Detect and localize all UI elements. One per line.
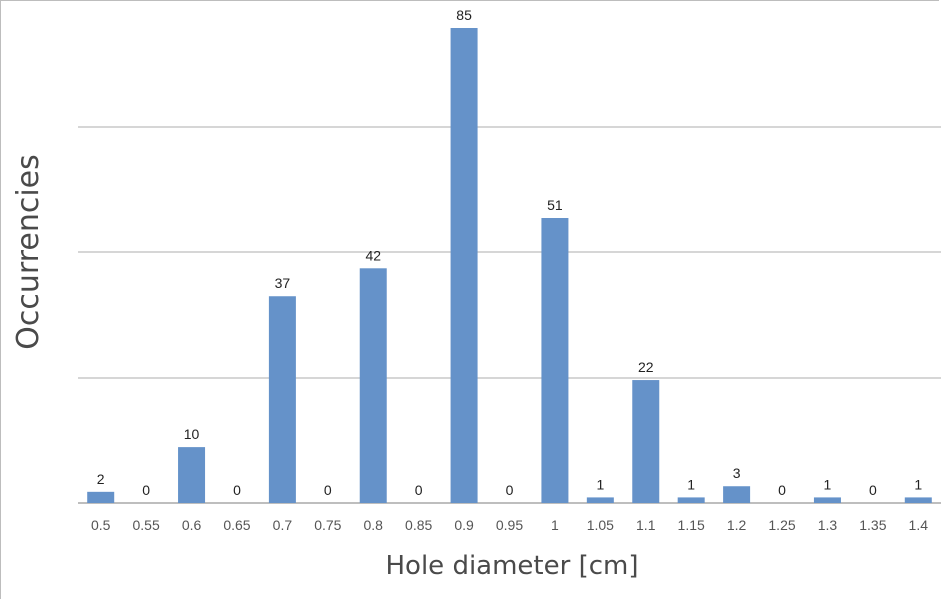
data-label: 0 <box>324 482 332 498</box>
x-axis-label: Hole diameter [cm] <box>386 551 639 581</box>
data-label: 0 <box>869 482 877 498</box>
data-label: 51 <box>547 197 563 213</box>
data-label: 42 <box>365 247 381 263</box>
data-label: 0 <box>778 482 786 498</box>
x-tick-label: 0.65 <box>223 517 250 533</box>
data-label: 1 <box>687 476 695 492</box>
x-tick-label: 0.75 <box>314 517 341 533</box>
bar <box>586 497 614 503</box>
x-tick-label: 0.8 <box>364 517 384 533</box>
x-tick-label: 0.85 <box>405 517 432 533</box>
y-axis-label: Occurrencies <box>11 154 46 349</box>
data-label: 85 <box>456 7 472 23</box>
data-label: 37 <box>275 275 291 291</box>
data-label: 1 <box>596 476 604 492</box>
x-tick-label: 0.7 <box>273 517 293 533</box>
x-tick-label: 1.25 <box>768 517 795 533</box>
bar <box>268 296 296 503</box>
x-tick-label: 0.95 <box>496 517 523 533</box>
x-tick-label: 0.9 <box>454 517 474 533</box>
bar <box>359 268 387 503</box>
bar <box>450 28 478 503</box>
x-tick-label: 1 <box>551 517 559 533</box>
bar <box>178 447 206 503</box>
bar <box>541 218 569 503</box>
data-label: 0 <box>506 482 514 498</box>
x-tick-label: 1.3 <box>818 517 838 533</box>
data-label: 3 <box>733 465 741 481</box>
x-tick-label: 1.4 <box>909 517 929 533</box>
gridlines <box>78 126 941 504</box>
bar <box>904 497 932 503</box>
x-tick-label: 1.05 <box>587 517 614 533</box>
x-tick-labels: 0.5 0.55 0.6 0.65 0.7 0.75 0.8 0.85 0.9 0.95 1 1.05… <box>91 517 928 533</box>
bar <box>813 497 841 503</box>
data-label: 1 <box>824 476 832 492</box>
bar <box>632 380 660 503</box>
x-tick-label: 0.6 <box>182 517 202 533</box>
data-label: 0 <box>415 482 423 498</box>
bar <box>677 497 705 503</box>
x-tick-label: 1.35 <box>859 517 886 533</box>
x-tick-label: 0.55 <box>133 517 160 533</box>
bars <box>87 28 932 503</box>
data-label: 0 <box>233 482 241 498</box>
data-label: 2 <box>97 471 105 487</box>
data-label: 22 <box>638 359 654 375</box>
data-label: 0 <box>142 482 150 498</box>
bar <box>87 491 115 503</box>
x-tick-label: 1.15 <box>678 517 705 533</box>
x-tick-label: 0.5 <box>91 517 111 533</box>
data-label: 10 <box>184 426 200 442</box>
x-tick-label: 1.1 <box>636 517 656 533</box>
bar <box>723 486 751 503</box>
data-label: 1 <box>914 476 922 492</box>
x-tick-label: 1.2 <box>727 517 747 533</box>
